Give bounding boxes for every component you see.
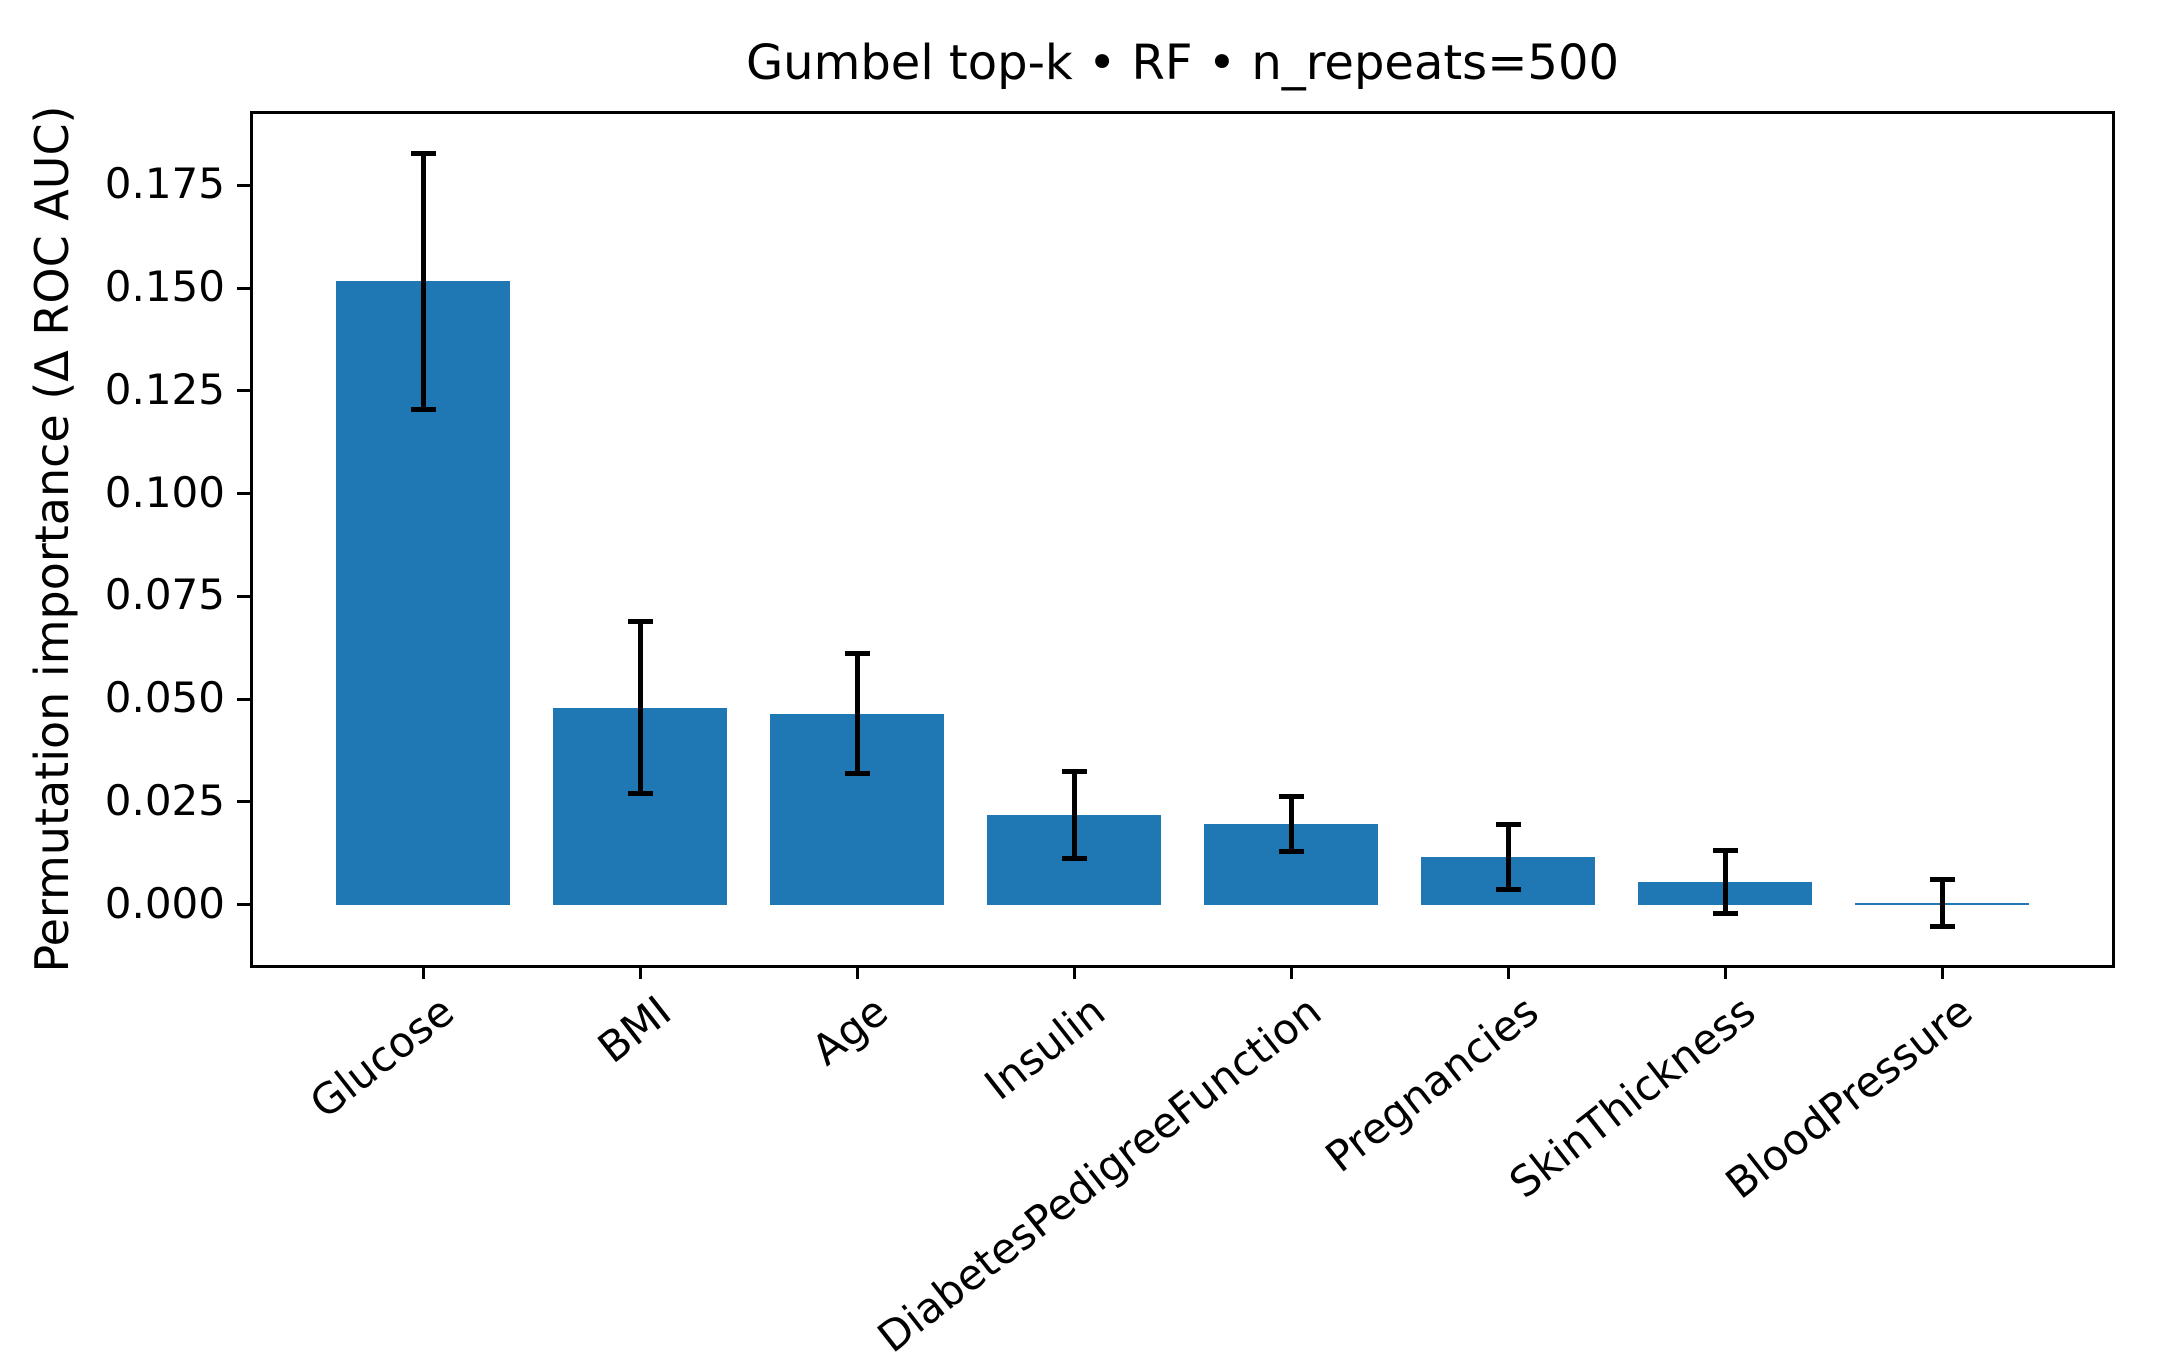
error-bar-cap-top (1278, 793, 1304, 799)
error-bar-cap-top (410, 150, 436, 156)
error-bar-cap-bottom (1495, 887, 1521, 893)
y-tick-label: 0.100 (104, 467, 225, 517)
x-tick-label: Age (802, 986, 897, 1075)
y-tick-label: 0.025 (104, 775, 225, 825)
y-tick-mark (237, 389, 250, 393)
y-tick-mark (237, 903, 250, 907)
y-tick-mark (237, 492, 250, 496)
error-bar-cap-top (1929, 877, 1955, 883)
y-tick-label: 0.075 (104, 570, 225, 620)
error-bar-line (1288, 796, 1294, 852)
error-bar-line (1505, 824, 1511, 890)
plot-area: 0.000 0.025 0.050 0.075 0.100 0.125 0.150 0.175… (105, 111, 2115, 1362)
x-tick-label: Glucose (300, 986, 463, 1128)
x-tick-label: DiabetesPedigreeFunction (868, 986, 1331, 1362)
error-bar-cap-top (627, 619, 653, 625)
error-bar-cap-top (1495, 821, 1521, 827)
error-bar-cap-bottom (1278, 849, 1304, 855)
y-tick-mark (237, 594, 250, 598)
x-tick-label: Insulin (975, 986, 1114, 1110)
x-tick-label: BMI (588, 986, 680, 1073)
error-bar-line (637, 621, 643, 794)
y-tick-mark (237, 286, 250, 290)
y-tick-label: 0.175 (104, 159, 225, 209)
x-tick-mark (421, 965, 425, 979)
error-bar-cap-top (1712, 847, 1738, 853)
y-tick-label: 0.000 (104, 878, 225, 928)
error-bar-line (1722, 850, 1728, 914)
y-tick-label: 0.050 (104, 673, 225, 723)
x-tick-mark (1723, 965, 1727, 979)
x-tick-mark (1289, 965, 1293, 979)
x-tick-mark (855, 965, 859, 979)
y-tick-mark (237, 800, 250, 804)
error-bar-cap-bottom (410, 406, 436, 412)
error-bar-cap-top (844, 650, 870, 656)
x-tick-mark (1940, 965, 1944, 979)
error-bar-cap-bottom (1061, 856, 1087, 862)
error-bar-cap-bottom (844, 771, 870, 777)
error-bar-cap-bottom (1929, 923, 1955, 929)
error-bar-cap-bottom (627, 791, 653, 797)
error-bar-cap-top (1061, 768, 1087, 774)
error-bar-line (854, 653, 860, 774)
error-bar-line (1071, 771, 1077, 859)
y-tick-mark (237, 697, 250, 701)
y-tick-mark (237, 183, 250, 187)
y-tick-label: 0.150 (104, 262, 225, 312)
x-tick-mark (1072, 965, 1076, 979)
x-tick-mark (1506, 965, 1510, 979)
y-tick-label: 0.125 (104, 364, 225, 414)
error-bar-line (1939, 879, 1945, 927)
x-tick-label: Pregnancies (1316, 986, 1548, 1182)
x-tick-mark (638, 965, 642, 979)
error-bar-line (420, 153, 426, 410)
y-axis-label: Permutation importance (Δ ROC AUC) (25, 105, 79, 973)
chart-title: Gumbel top-k • RF • n_repeats=500 (745, 35, 1620, 91)
error-bar-cap-bottom (1712, 911, 1738, 917)
